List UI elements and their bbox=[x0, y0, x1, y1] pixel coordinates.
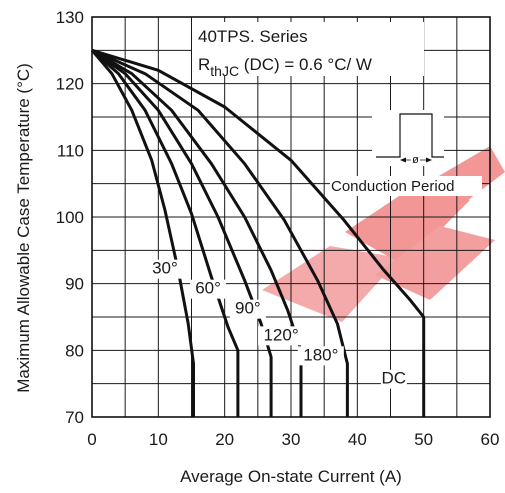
series-label-bg bbox=[190, 279, 227, 299]
annotation-box: 40TPS. Series RthJC (DC) = 0.6 °C/ W bbox=[192, 22, 424, 79]
y-tick-label: 100 bbox=[56, 208, 84, 227]
x-tick-label: 20 bbox=[215, 430, 234, 449]
series-label: 120° bbox=[263, 325, 298, 344]
conduction-period-label: Conduction Period bbox=[331, 178, 454, 195]
y-tick-label: 80 bbox=[65, 341, 84, 360]
conduction-arrow-head-right bbox=[426, 157, 432, 163]
series-line-4 bbox=[91, 48, 349, 417]
x-axis-title: Average On-state Current (A) bbox=[180, 467, 402, 486]
rth-sub: thJC bbox=[210, 63, 239, 79]
series-label-bg bbox=[146, 259, 183, 279]
y-tick-label: 130 bbox=[56, 8, 84, 27]
rth-rest: (DC) = 0.6 °C/ W bbox=[239, 55, 372, 74]
tick-labels: 0 10 20 30 40 50 60 70 80 90 100 110 120 130 bbox=[56, 8, 500, 449]
series-line-1 bbox=[91, 49, 240, 417]
series-labels: 30° 60° 90°120° 180° DC bbox=[146, 259, 407, 389]
series-label: DC bbox=[382, 369, 407, 388]
series-line-2 bbox=[91, 49, 273, 417]
conduction-arrow-head-left bbox=[400, 157, 406, 163]
series-label-bg bbox=[229, 299, 266, 319]
rth-main: R bbox=[198, 55, 210, 74]
curves bbox=[90, 48, 426, 417]
y-axis-title: Maximum Allowable Case Temperature (°C) bbox=[14, 63, 33, 393]
y-tick-label: 70 bbox=[65, 408, 84, 427]
x-tick-label: 30 bbox=[282, 430, 301, 449]
rth-label: RthJC (DC) = 0.6 °C/ W bbox=[198, 55, 372, 79]
x-tick-label: 60 bbox=[481, 430, 500, 449]
series-label-bg bbox=[297, 346, 344, 366]
x-tick-label: 40 bbox=[348, 430, 367, 449]
phi-bg bbox=[411, 151, 420, 163]
x-tick-label: 50 bbox=[414, 430, 433, 449]
watermark-band-2 bbox=[345, 182, 470, 266]
watermark-band-3 bbox=[375, 226, 495, 300]
series-line-5 bbox=[91, 48, 426, 417]
y-tick-label: 90 bbox=[65, 275, 84, 294]
series-line-0 bbox=[90, 49, 195, 417]
series-label: 90° bbox=[235, 299, 261, 318]
conduction-symbol: ø bbox=[372, 110, 444, 166]
series-label: 30° bbox=[152, 259, 178, 278]
watermark bbox=[262, 146, 505, 322]
conduction-label-bg bbox=[330, 176, 482, 196]
y-tick-label: 120 bbox=[56, 75, 84, 94]
phi-symbol: ø bbox=[412, 154, 419, 166]
annotation-box-bg bbox=[192, 22, 424, 76]
series-label-bg bbox=[258, 326, 305, 346]
x-tick-label: 0 bbox=[87, 430, 96, 449]
series-label: 60° bbox=[195, 279, 221, 298]
plot-frame bbox=[91, 16, 491, 418]
series-label: 180° bbox=[303, 345, 338, 364]
series-title: 40TPS. Series bbox=[198, 27, 308, 46]
series-label-bg bbox=[380, 369, 407, 389]
y-tick-label: 110 bbox=[57, 141, 84, 160]
x-tick-label: 10 bbox=[149, 430, 168, 449]
conduction-pulse bbox=[376, 113, 444, 158]
